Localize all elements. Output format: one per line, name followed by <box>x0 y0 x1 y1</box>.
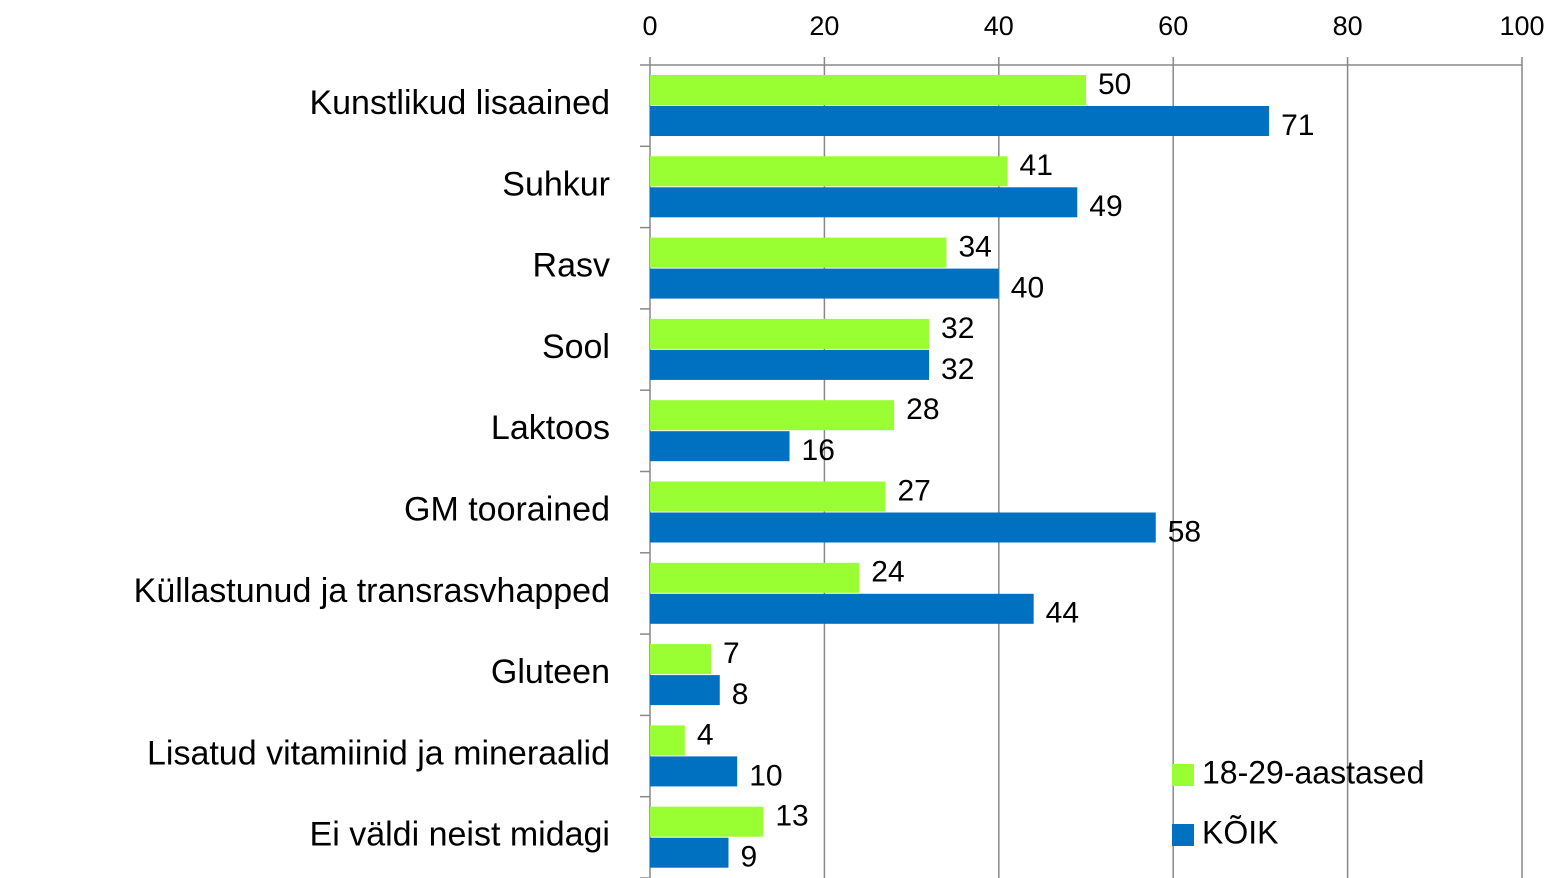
data-label: 32 <box>941 353 974 386</box>
data-label: 50 <box>1098 68 1131 101</box>
x-tick-label: 60 <box>1158 11 1188 41</box>
bar <box>650 318 930 349</box>
bar <box>650 725 685 756</box>
bar <box>650 156 1008 187</box>
bar <box>650 562 860 593</box>
bar <box>650 675 720 706</box>
y-tick-label: Küllastunud ja transrasvhapped <box>134 572 610 610</box>
data-label: 16 <box>802 434 835 467</box>
y-tick-label: GM toorained <box>404 490 610 528</box>
legend-swatch <box>1172 764 1194 786</box>
y-tick-label: Ei väldi neist midagi <box>310 816 610 854</box>
data-label: 49 <box>1089 190 1122 223</box>
data-label: 8 <box>732 678 749 711</box>
data-label: 28 <box>906 393 939 426</box>
data-label: 7 <box>723 637 740 670</box>
data-label: 34 <box>958 231 991 264</box>
legend-label: 18-29-aastased <box>1202 754 1424 790</box>
data-label: 71 <box>1281 109 1314 142</box>
y-tick-label: Suhkur <box>502 165 610 203</box>
x-tick-label: 80 <box>1333 11 1363 41</box>
legend-swatch <box>1172 824 1194 846</box>
bar <box>650 481 886 512</box>
bar <box>650 644 712 675</box>
bar <box>650 237 947 268</box>
bar <box>650 593 1034 624</box>
x-tick-label: 20 <box>809 11 839 41</box>
bar <box>650 512 1156 543</box>
bar <box>650 106 1270 136</box>
bar <box>650 187 1078 218</box>
bar <box>650 349 930 380</box>
data-label: 10 <box>749 759 782 792</box>
data-label: 58 <box>1168 515 1201 548</box>
bar <box>650 431 790 462</box>
data-label: 13 <box>775 800 808 833</box>
data-label: 40 <box>1011 272 1044 305</box>
bar <box>650 806 764 837</box>
data-label: 41 <box>1020 149 1053 182</box>
bar <box>650 400 895 431</box>
x-tick-label: 100 <box>1499 11 1544 41</box>
bar <box>650 268 999 299</box>
y-tick-label: Rasv <box>533 247 610 285</box>
data-label: 4 <box>697 718 714 751</box>
y-tick-label: Lisatud vitamiinid ja mineraalid <box>147 734 610 772</box>
legend-label: KÕIK <box>1202 814 1278 850</box>
x-tick-label: 0 <box>642 11 657 41</box>
data-label: 24 <box>871 556 904 589</box>
bar <box>650 75 1086 105</box>
data-label: 44 <box>1046 597 1079 630</box>
bar <box>650 756 738 787</box>
y-tick-label: Laktoos <box>491 409 610 447</box>
data-label: 32 <box>941 312 974 345</box>
x-tick-label: 40 <box>984 11 1014 41</box>
data-label: 27 <box>897 474 930 507</box>
y-tick-label: Sool <box>542 328 610 366</box>
y-tick-label: Kunstlikud lisaained <box>309 84 610 122</box>
y-tick-label: Gluteen <box>491 653 610 691</box>
bar <box>650 837 729 868</box>
data-label: 9 <box>740 841 757 874</box>
